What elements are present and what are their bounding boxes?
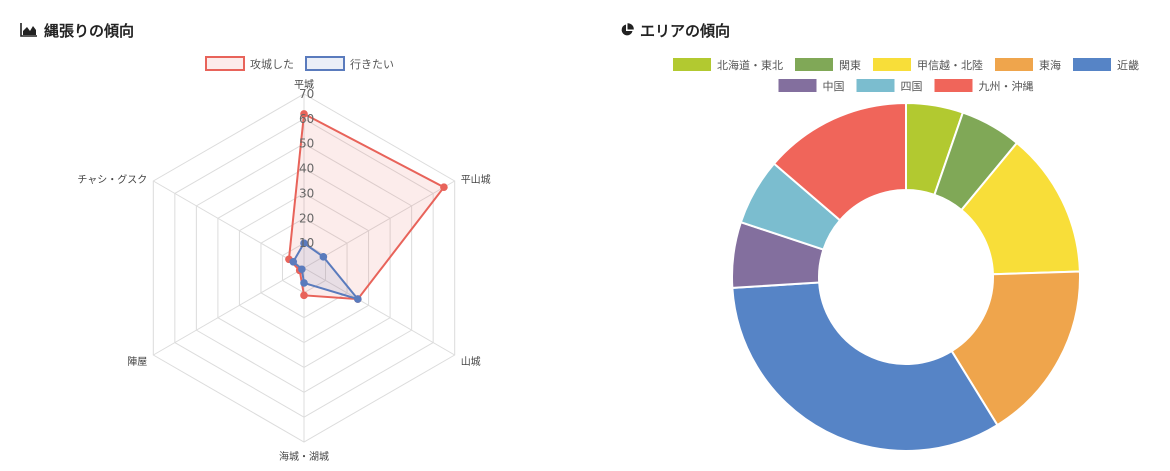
area-chart-icon <box>20 23 37 37</box>
donut-legend-swatch <box>795 58 833 71</box>
donut-legend-label: 北海道・東北 <box>717 58 783 72</box>
radar-panel-title: 縄張りの傾向 <box>20 18 134 42</box>
radar-axis-label: チャシ・グスク <box>77 173 147 186</box>
donut-legend-label: 四国 <box>901 80 923 93</box>
donut-legend-swatch <box>778 79 817 92</box>
radar-spoke <box>153 267 305 356</box>
donut-legend-label: 東海 <box>1039 58 1061 72</box>
radar-title-text: 縄張りの傾向 <box>44 21 135 40</box>
radar-point <box>440 183 448 192</box>
radar-tick-label: 30 <box>299 186 314 200</box>
radar-axis-label: 平山城 <box>461 174 491 186</box>
radar-point <box>300 279 308 287</box>
donut-chart-panel: エリアの傾向 北海道・東北 関東 甲信越・北陸 東海 近畿中国 四国 九州・沖縄 <box>600 0 1170 471</box>
radar-legend-swatch <box>305 56 345 71</box>
donut-legend-label: 甲信越・北陸 <box>917 58 983 72</box>
radar-tick-label: 10 <box>299 236 314 250</box>
radar-chart-panel: 縄張りの傾向 10 20 30 40 50 60 70 平城平山城山城海城・湖城 陣屋 チャシ・グ… <box>20 18 491 463</box>
radar-point <box>354 295 362 303</box>
radar-axis-label: 山城 <box>461 356 481 368</box>
radar-spoke <box>303 267 455 356</box>
donut-legend-label: 近畿 <box>1117 58 1139 72</box>
radar-spoke <box>303 180 455 269</box>
radar-point <box>300 110 308 118</box>
donut-slice <box>772 101 907 222</box>
radar-point <box>319 253 328 261</box>
radar-legend-label: 行きたい <box>350 58 394 71</box>
donut-slice <box>731 281 999 452</box>
donut-legend-label: 関東 <box>839 59 861 72</box>
donut-legend-swatch <box>995 58 1033 71</box>
radar-axis-label: 陣屋 <box>127 355 147 368</box>
radar-axis-label: 平城 <box>294 79 314 91</box>
pie-chart-icon <box>621 23 634 36</box>
donut-panel-title: エリアの傾向 <box>620 18 730 42</box>
radar-tick-label: 60 <box>299 112 314 126</box>
radar-spoke <box>153 180 305 269</box>
radar-tick-label: 50 <box>299 137 314 151</box>
radar-tick-label: 20 <box>299 211 314 225</box>
radar-tick-label: 70 <box>299 87 314 101</box>
radar-point <box>289 257 298 266</box>
radar-legend-label: 攻城した <box>250 57 294 71</box>
radar-point <box>300 239 308 247</box>
radar-point <box>298 265 306 274</box>
donut-title-text: エリアの傾向 <box>640 21 731 40</box>
donut-legend-swatch <box>1073 58 1111 71</box>
donut-legend-swatch <box>873 58 911 71</box>
donut-legend-swatch <box>673 58 711 71</box>
donut-legend-label: 九州・沖縄 <box>979 79 1034 93</box>
radar-tick-label: 40 <box>299 162 314 176</box>
radar-series-2 <box>289 239 362 303</box>
radar-axis-label: 海城・湖城 <box>279 450 329 463</box>
radar-legend-swatch <box>205 56 245 71</box>
donut-slice <box>950 270 1081 427</box>
donut-legend-label: 中国 <box>823 80 845 93</box>
donut-legend-swatch <box>856 79 895 92</box>
radar-grid <box>152 93 456 443</box>
donut-slices <box>731 101 1081 452</box>
donut-legend-swatch <box>934 79 973 92</box>
radar-point <box>300 291 308 300</box>
radar-legend: 攻城した 行きたい <box>205 56 394 71</box>
